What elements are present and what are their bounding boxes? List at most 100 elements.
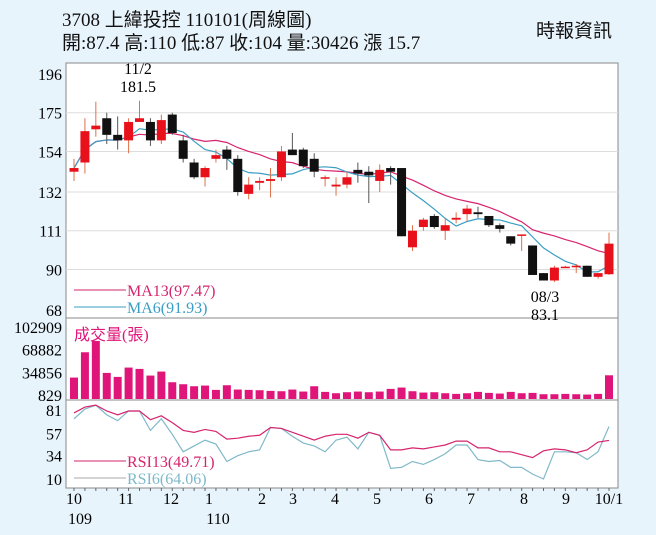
volume-tick-label: 68882 xyxy=(22,343,62,360)
rsi6-legend: RSI6(64.06) xyxy=(127,471,207,488)
volume-bar xyxy=(561,393,570,399)
x-tick-label: 9 xyxy=(562,491,570,508)
candle-body xyxy=(91,125,101,130)
volume-tick-label: 34856 xyxy=(22,365,62,382)
x-tick-label: 6 xyxy=(425,491,433,508)
volume-bar xyxy=(463,393,472,399)
price-tick-label: 175 xyxy=(38,106,62,123)
candle-body xyxy=(298,149,308,167)
candle-body xyxy=(418,219,428,228)
volume-bar xyxy=(168,382,177,399)
candle-body xyxy=(102,118,112,135)
volume-bar xyxy=(473,391,482,399)
rsi-tick-label: 34 xyxy=(46,449,62,466)
rsi-panel xyxy=(65,399,619,489)
candle-body xyxy=(276,151,286,178)
rsi-tick-label: 57 xyxy=(46,426,62,443)
volume-bar xyxy=(550,394,559,399)
volume-bar xyxy=(266,390,275,399)
volume-bar xyxy=(233,389,242,399)
candle-body xyxy=(429,215,439,228)
candle-body xyxy=(69,168,79,172)
volume-bar xyxy=(113,376,122,399)
volume-bar xyxy=(452,393,461,399)
candle-body xyxy=(549,267,559,281)
candle-body xyxy=(244,184,254,194)
ohlc-summary: 開:87.4 高:110 低:87 收:104 量:30426 漲 15.7 xyxy=(62,33,421,54)
candle-body xyxy=(364,171,374,176)
volume-bar xyxy=(484,392,493,399)
volume-bar xyxy=(70,377,78,399)
volume-bar xyxy=(288,389,297,399)
x-tick-label: 10 xyxy=(66,491,82,508)
volume-bar xyxy=(124,367,133,399)
volume-bar xyxy=(135,368,144,399)
rsi13-line xyxy=(73,404,610,459)
candle-body xyxy=(582,265,592,277)
candle-body xyxy=(560,266,570,269)
volume-bar xyxy=(506,391,515,399)
volume-bar xyxy=(364,392,373,399)
x-tick-label: 4 xyxy=(331,491,339,508)
ma6-legend: MA6(91.93) xyxy=(127,300,207,317)
volume-bar xyxy=(397,387,406,399)
candle-body xyxy=(233,158,243,192)
volume-bar xyxy=(430,392,439,399)
candle-body xyxy=(593,273,603,277)
volume-bar xyxy=(583,394,592,399)
volume-bar xyxy=(408,391,417,399)
rsi13-legend: RSI13(49.71) xyxy=(127,454,215,471)
brand-label: 時報資訊 xyxy=(536,21,613,42)
candle-body xyxy=(506,236,516,244)
chart-title: 3708 上緯投控 110101(周線圖) xyxy=(62,10,312,31)
price-tick-label: 196 xyxy=(38,67,62,84)
volume-bar xyxy=(102,372,111,399)
candle-body xyxy=(528,245,538,275)
volume-bar xyxy=(419,392,428,399)
candle-body xyxy=(386,168,396,172)
price-tick-label: 90 xyxy=(46,262,62,279)
candle-body xyxy=(538,273,548,281)
rsi6-line xyxy=(73,404,610,480)
volume-bar xyxy=(310,386,319,399)
volume-bar xyxy=(539,394,548,399)
candle-body xyxy=(124,121,134,141)
volume-tick-label: 102909 xyxy=(14,320,62,337)
volume-bar xyxy=(80,352,89,399)
x-tick-label: 11 xyxy=(118,491,133,508)
candle-body xyxy=(495,225,505,229)
candle-body xyxy=(135,118,145,122)
x-tick-label: 2 xyxy=(258,491,266,508)
volume-bar xyxy=(146,375,155,399)
candle-body xyxy=(266,179,276,181)
x-tick-label: 12 xyxy=(163,491,179,508)
price-tick-label: 68 xyxy=(46,303,62,320)
price-tick-label: 111 xyxy=(39,224,62,241)
high-value-label: 181.5 xyxy=(120,79,156,96)
volume-bar xyxy=(91,340,100,399)
candle-body xyxy=(80,131,90,163)
rsi-tick-label: 10 xyxy=(46,472,62,489)
x-tick-label: 7 xyxy=(467,491,475,508)
candle-body xyxy=(309,158,319,172)
year-label-110: 110 xyxy=(206,511,229,528)
volume-bar xyxy=(441,393,450,399)
volume-bar xyxy=(572,394,581,399)
price-tick-label: 154 xyxy=(38,144,62,161)
candle-body xyxy=(484,215,494,226)
candle-body xyxy=(222,149,232,159)
low-date-label: 08/3 xyxy=(531,289,559,306)
candle-body xyxy=(397,168,407,237)
rsi-tick-label: 81 xyxy=(46,403,62,420)
candle-body xyxy=(167,114,177,133)
ma13-legend: MA13(97.47) xyxy=(127,283,215,300)
candle-body xyxy=(604,243,614,275)
volume-bar xyxy=(375,391,384,399)
x-tick-label: 3 xyxy=(289,491,297,508)
low-value-label: 83.1 xyxy=(531,307,559,324)
volume-bar xyxy=(211,389,220,399)
candle-body xyxy=(473,212,483,215)
volume-bar xyxy=(277,391,286,399)
volume-bar xyxy=(332,393,341,399)
